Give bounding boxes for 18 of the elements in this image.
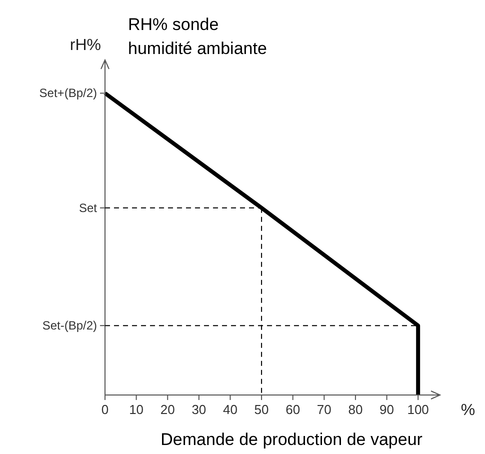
x-tick-label: 30 [192, 402, 206, 417]
x-tick-label: 90 [380, 402, 394, 417]
x-tick-label: 20 [160, 402, 175, 417]
text: % [460, 402, 476, 419]
x-tick-label: 100 [407, 402, 429, 417]
annotation: Set-(Bp/2) [42, 318, 97, 333]
x-tick-label: 60 [286, 402, 300, 417]
chart-title: RH% sonde humidité ambiante [128, 15, 267, 58]
annotation: Set [78, 200, 98, 215]
y-axis-title: rH% [70, 37, 101, 54]
x-tick-label: 0 [101, 402, 109, 417]
annotation: Set+(Bp/2) [39, 86, 97, 100]
x-axis-title: Demande de production de vapeur [160, 430, 423, 449]
x-tick-label: 70 [316, 402, 332, 417]
x-tick-label: 40 [223, 402, 238, 417]
x-tick-label: 50 [254, 402, 269, 417]
x-tick-label: 80 [348, 402, 363, 417]
x-tick-label: 10 [129, 402, 144, 417]
